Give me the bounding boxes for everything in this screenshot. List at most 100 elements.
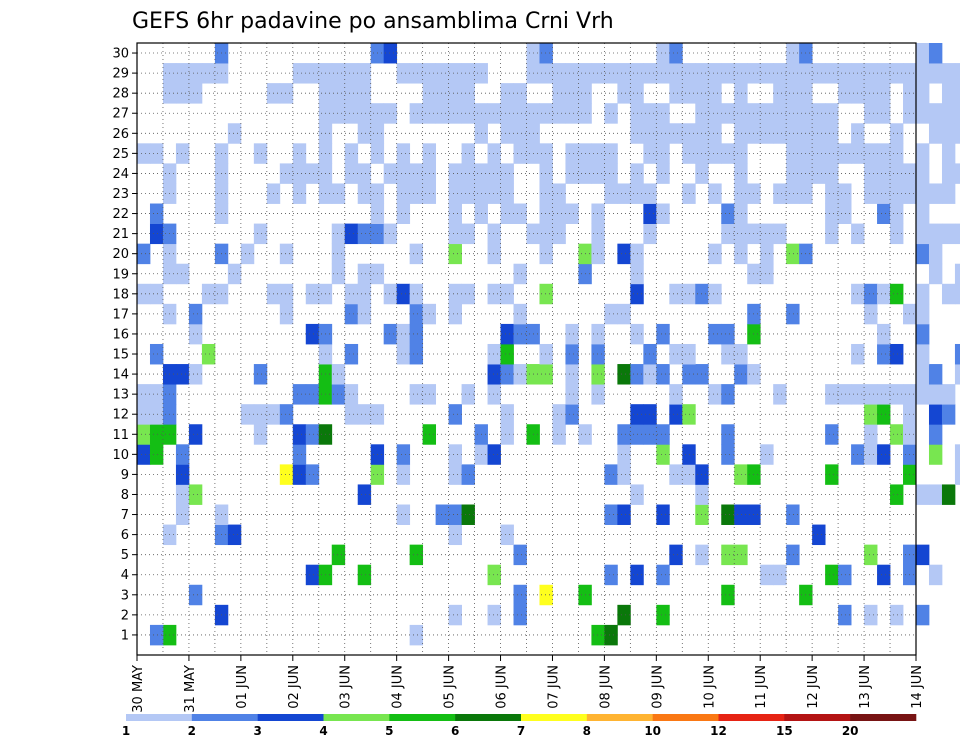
heatmap-cell (954, 83, 960, 104)
heatmap-cell (656, 143, 670, 164)
heatmap-cell (292, 183, 307, 204)
heatmap-cell (890, 143, 904, 164)
colorbar-swatch (652, 714, 719, 721)
heatmap-cell (604, 564, 618, 586)
heatmap-cell (448, 604, 462, 626)
y-tick-label: 24 (112, 167, 129, 182)
heatmap-cell (409, 544, 424, 566)
heatmap-cell (617, 604, 631, 626)
heatmap-cell (513, 203, 527, 224)
x-tick-label: 05 JUN (443, 665, 458, 709)
heatmap-cell (461, 163, 475, 184)
heatmap-cell (461, 283, 475, 305)
heatmap-cell (916, 484, 930, 505)
heatmap-cell (682, 63, 696, 84)
heatmap-cell (253, 223, 268, 245)
colorbar-swatch (126, 714, 193, 721)
heatmap-cell (461, 63, 475, 84)
heatmap-cell (877, 143, 891, 164)
heatmap-cell (513, 263, 527, 285)
heatmap-cell (357, 564, 372, 586)
x-tick-label: 09 JUN (650, 665, 665, 709)
heatmap-cell (305, 564, 320, 586)
heatmap-cell (292, 444, 307, 465)
heatmap-cell (396, 203, 411, 224)
heatmap-cell (656, 43, 670, 64)
heatmap-cell (941, 404, 956, 425)
heatmap-cell (669, 43, 683, 64)
colorbar-label: 6 (451, 724, 459, 738)
heatmap-cell (838, 143, 852, 164)
heatmap-cell (734, 63, 748, 84)
heatmap-cell (928, 384, 943, 405)
heatmap-cell (825, 223, 839, 245)
heatmap-cell (552, 424, 566, 445)
heatmap-cell (669, 123, 683, 144)
heatmap-cell (721, 203, 735, 224)
heatmap-cell (279, 283, 294, 305)
heatmap-cell (500, 163, 514, 184)
heatmap-cell (890, 343, 904, 365)
heatmap-cell (734, 143, 748, 164)
heatmap-cell (396, 163, 411, 184)
colorbar-label: 4 (319, 724, 327, 738)
x-tick-label: 07 JUN (546, 665, 561, 709)
heatmap-cell (539, 283, 553, 305)
heatmap-cell (565, 203, 579, 224)
heatmap-cell (396, 323, 411, 345)
heatmap-cell (954, 364, 960, 385)
heatmap-cell (331, 183, 346, 204)
y-tick-label: 3 (121, 588, 129, 603)
heatmap-cell (344, 303, 359, 325)
heatmap-cell (331, 83, 346, 104)
y-tick-label: 17 (112, 307, 129, 322)
heatmap-cell (838, 203, 852, 224)
y-tick-label: 25 (112, 147, 129, 162)
heatmap-cell (721, 103, 735, 124)
heatmap-cell (916, 343, 930, 365)
heatmap-cell (941, 103, 956, 124)
colorbar-swatch (784, 714, 851, 721)
heatmap-cell (409, 243, 424, 265)
heatmap-cell (708, 123, 722, 144)
heatmap-cell (825, 564, 839, 586)
colorbar-swatch (718, 714, 785, 721)
heatmap-cell (825, 123, 839, 144)
heatmap-cell (825, 103, 839, 124)
heatmap-cell (331, 263, 346, 285)
colorbar-swatch (257, 714, 324, 721)
heatmap-cell (838, 564, 852, 586)
heatmap-cell (461, 223, 475, 245)
heatmap-cell (786, 303, 800, 325)
heatmap-cell (954, 163, 960, 184)
heatmap-cell (383, 223, 398, 245)
colorbar: 1 2 3 4 5 6 7 8 10 12 15 20 (122, 714, 917, 738)
heatmap-cell (253, 424, 268, 445)
heatmap-cell (409, 283, 424, 305)
heatmap-cell (149, 283, 164, 305)
heatmap-cell (928, 103, 943, 124)
heatmap-cell (916, 384, 930, 405)
heatmap-cell (305, 464, 320, 485)
heatmap-cell (448, 223, 462, 245)
colorbar-swatch (455, 714, 522, 721)
heatmap-cell (734, 83, 748, 104)
heatmap-cell (565, 364, 579, 385)
heatmap-cell (188, 484, 203, 505)
heatmap-cell (708, 384, 722, 405)
heatmap-cell (227, 263, 242, 285)
heatmap-cell (760, 263, 774, 285)
colorbar-swatch (521, 714, 588, 721)
heatmap-cell (305, 384, 320, 405)
heatmap-cell (877, 283, 891, 305)
heatmap-cell (331, 384, 346, 405)
heatmap-cell (604, 464, 618, 485)
heatmap-cell (188, 323, 203, 345)
heatmap-cell (396, 283, 411, 305)
heatmap-cell (344, 103, 359, 124)
heatmap-cell (448, 243, 462, 265)
heatmap-cell (409, 624, 424, 646)
heatmap-cell (513, 143, 527, 164)
heatmap-cell (279, 163, 294, 184)
heatmap-cell (500, 103, 514, 124)
